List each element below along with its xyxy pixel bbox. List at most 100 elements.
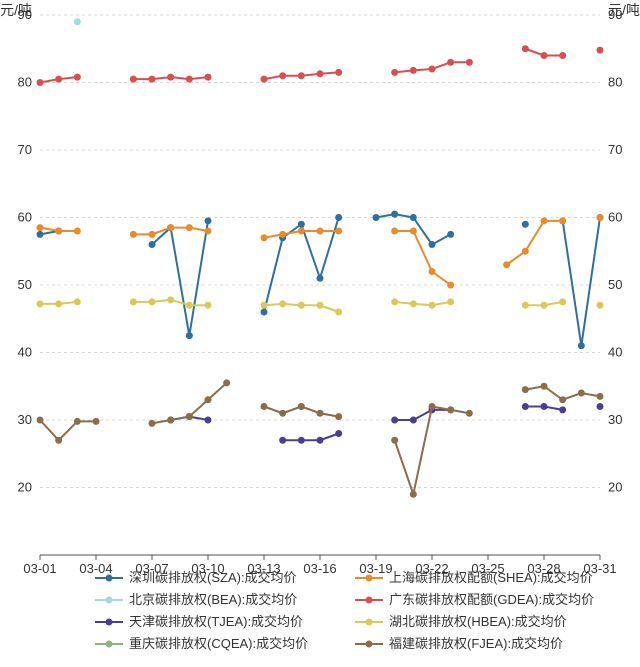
legend-label-CQEA: 重庆碳排放权(CQEA):成交均价 — [129, 636, 308, 651]
series-marker-GDEA — [205, 74, 212, 81]
series-marker-SZA — [261, 309, 268, 316]
series-marker-HBEA — [597, 302, 604, 309]
series-marker-FJEA — [559, 396, 566, 403]
series-marker-SZA — [578, 342, 585, 349]
series-marker-TJEA — [559, 406, 566, 413]
series-marker-SHEA — [167, 224, 174, 231]
series-marker-HBEA — [447, 298, 454, 305]
series-marker-SHEA — [559, 217, 566, 224]
series-marker-HBEA — [261, 302, 268, 309]
series-marker-TJEA — [522, 403, 529, 410]
series-marker-GDEA — [167, 74, 174, 81]
series-marker-SZA — [335, 214, 342, 221]
y-tick-right: 50 — [608, 277, 622, 292]
series-marker-SHEA — [186, 224, 193, 231]
legend-marker-HBEA — [366, 619, 373, 626]
series-marker-TJEA — [391, 417, 398, 424]
series-marker-GDEA — [410, 67, 417, 74]
series-marker-SZA — [373, 214, 380, 221]
series-marker-HBEA — [55, 300, 62, 307]
series-marker-HBEA — [186, 302, 193, 309]
y-tick-left: 60 — [18, 210, 32, 225]
x-tick-label: 03-04 — [79, 561, 112, 576]
series-marker-SZA — [37, 231, 44, 238]
series-marker-SHEA — [55, 228, 62, 235]
x-tick-label: 03-16 — [303, 561, 336, 576]
series-marker-TJEA — [298, 437, 305, 444]
series-marker-SZA — [298, 221, 305, 228]
series-marker-HBEA — [317, 302, 324, 309]
series-marker-TJEA — [335, 430, 342, 437]
series-marker-GDEA — [541, 52, 548, 59]
series-marker-TJEA — [279, 437, 286, 444]
y-tick-right: 60 — [608, 210, 622, 225]
series-marker-FJEA — [578, 390, 585, 397]
y-label-right: 元/吨 — [608, 2, 640, 18]
series-marker-FJEA — [317, 410, 324, 417]
series-marker-GDEA — [317, 70, 324, 77]
y-label-left: 元/吨 — [0, 2, 32, 18]
legend-marker-TJEA — [106, 619, 113, 626]
series-marker-SHEA — [205, 228, 212, 235]
series-marker-HBEA — [429, 302, 436, 309]
series-marker-FJEA — [205, 396, 212, 403]
series-marker-HBEA — [130, 298, 137, 305]
series-marker-SHEA — [429, 268, 436, 275]
series-marker-SZA — [522, 221, 529, 228]
legend-label-BEA: 北京碳排放权(BEA):成交均价 — [129, 592, 297, 607]
y-tick-left: 50 — [18, 277, 32, 292]
series-marker-SHEA — [261, 234, 268, 241]
y-tick-left: 80 — [18, 75, 32, 90]
series-marker-BEA — [74, 18, 81, 25]
legend-label-TJEA: 天津碳排放权(TJEA):成交均价 — [129, 614, 303, 629]
x-tick-label: 03-01 — [23, 561, 56, 576]
series-marker-GDEA — [559, 52, 566, 59]
series-marker-SHEA — [391, 228, 398, 235]
series-marker-FJEA — [298, 403, 305, 410]
series-marker-GDEA — [597, 47, 604, 54]
y-tick-left: 20 — [18, 480, 32, 495]
series-marker-FJEA — [74, 418, 81, 425]
legend-label-SHEA: 上海碳排放权配额(SHEA):成交均价 — [389, 570, 593, 585]
series-marker-FJEA — [186, 413, 193, 420]
series-marker-GDEA — [335, 69, 342, 76]
legend-marker-FJEA — [366, 641, 373, 648]
series-marker-GDEA — [447, 59, 454, 66]
legend-marker-CQEA — [106, 641, 113, 648]
series-marker-FJEA — [55, 437, 62, 444]
series-marker-GDEA — [74, 74, 81, 81]
series-marker-GDEA — [466, 59, 473, 66]
series-marker-FJEA — [429, 403, 436, 410]
series-marker-SHEA — [317, 228, 324, 235]
series-marker-SZA — [391, 211, 398, 218]
series-marker-GDEA — [130, 76, 137, 83]
series-marker-HBEA — [410, 300, 417, 307]
series-marker-FJEA — [410, 491, 417, 498]
series-marker-GDEA — [429, 66, 436, 73]
series-marker-HBEA — [149, 298, 156, 305]
legend-marker-SHEA — [366, 575, 373, 582]
series-marker-TJEA — [597, 403, 604, 410]
y-tick-right: 20 — [608, 480, 622, 495]
series-marker-FJEA — [391, 437, 398, 444]
series-marker-SZA — [186, 332, 193, 339]
series-marker-FJEA — [335, 413, 342, 420]
series-marker-GDEA — [55, 76, 62, 83]
series-marker-TJEA — [410, 417, 417, 424]
series-marker-HBEA — [541, 302, 548, 309]
series-marker-SHEA — [298, 228, 305, 235]
series-marker-SHEA — [522, 248, 529, 255]
legend-marker-BEA — [106, 597, 113, 604]
series-marker-HBEA — [74, 298, 81, 305]
series-marker-GDEA — [522, 45, 529, 52]
series-marker-HBEA — [167, 296, 174, 303]
series-marker-SHEA — [597, 214, 604, 221]
legend-marker-GDEA — [366, 597, 373, 604]
series-marker-SHEA — [74, 228, 81, 235]
series-marker-FJEA — [597, 393, 604, 400]
series-marker-SZA — [205, 217, 212, 224]
y-tick-right: 30 — [608, 412, 622, 427]
series-marker-HBEA — [522, 302, 529, 309]
series-marker-SZA — [447, 231, 454, 238]
series-marker-FJEA — [447, 406, 454, 413]
